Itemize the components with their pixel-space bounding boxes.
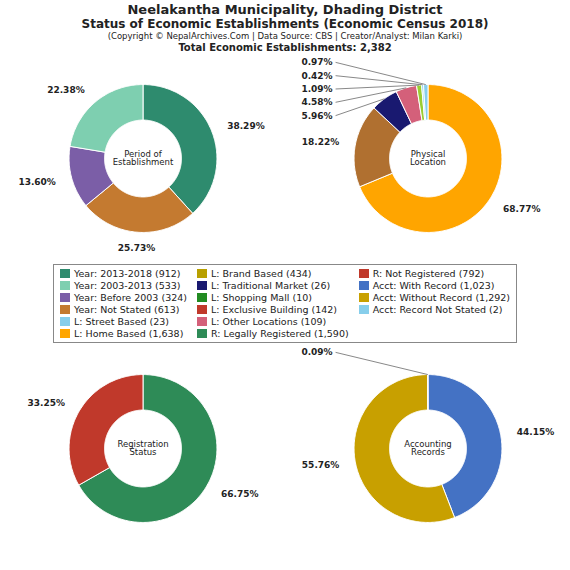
svg-text:38.29%: 38.29% bbox=[227, 121, 265, 131]
html-text:Acct: Record Not Stated (2): Acct: Record Not Stated (2) bbox=[372, 304, 503, 315]
html-text:Acct: With Record (1,023): Acct: With Record (1,023) bbox=[372, 280, 495, 291]
html-text:Acct: Without Record (1,292): Acct: Without Record (1,292) bbox=[372, 292, 510, 303]
html-text:Neelakantha Municipality, Dhad: Neelakantha Municipality, Dhading Distri… bbox=[127, 2, 443, 17]
svg-text:0.42%: 0.42% bbox=[301, 71, 332, 81]
html-text:Year: 2013-2018 (912): Year: 2013-2018 (912) bbox=[74, 268, 181, 279]
svg-text:4.58%: 4.58% bbox=[301, 97, 332, 107]
svg-text:66.75%: 66.75% bbox=[221, 489, 259, 499]
html-text:Year: 2003-2013 (533): Year: 2003-2013 (533) bbox=[74, 280, 181, 291]
html-text:R: Not Registered (792): R: Not Registered (792) bbox=[372, 268, 485, 279]
html-text:Year: Not Stated (613): Year: Not Stated (613) bbox=[74, 304, 180, 315]
html-text:L: Exclusive Building (142): L: Exclusive Building (142) bbox=[211, 304, 337, 315]
svg-text:44.15%: 44.15% bbox=[517, 427, 555, 437]
svg-text:55.76%: 55.76% bbox=[302, 460, 340, 470]
svg-text:13.60%: 13.60% bbox=[18, 177, 56, 187]
svg-text:Period ofEstablishment: Period ofEstablishment bbox=[113, 149, 174, 168]
html-text:(Copyright © NepalArchives.Com: (Copyright © NepalArchives.Com | Data So… bbox=[107, 30, 463, 41]
svg-text:1.09%: 1.09% bbox=[301, 84, 332, 94]
html-text:L: Other Locations (109): L: Other Locations (109) bbox=[211, 316, 327, 327]
svg-text:25.73%: 25.73% bbox=[118, 243, 156, 253]
svg-text:0.09%: 0.09% bbox=[301, 347, 332, 357]
html-text:Status of Economic Establishme: Status of Economic Establishments (Econo… bbox=[81, 16, 489, 31]
html-text:Total Economic Establishments:: Total Economic Establishments: 2,382 bbox=[178, 41, 392, 53]
svg-text:AccountingRecords: AccountingRecords bbox=[404, 439, 451, 458]
html-text:Year: Before 2003 (324): Year: Before 2003 (324) bbox=[74, 292, 187, 303]
html-text:L: Street Based (23): L: Street Based (23) bbox=[74, 316, 170, 327]
svg-text:RegistrationStatus: RegistrationStatus bbox=[117, 439, 168, 458]
html-text:L: Shopping Mall (10): L: Shopping Mall (10) bbox=[211, 292, 312, 303]
html-text:R: Legally Registered (1,590): R: Legally Registered (1,590) bbox=[211, 328, 349, 339]
html-text:L: Traditional Market (26): L: Traditional Market (26) bbox=[211, 280, 331, 291]
html-text:L: Home Based (1,638): L: Home Based (1,638) bbox=[74, 328, 184, 339]
svg-text:18.22%: 18.22% bbox=[302, 137, 340, 147]
html-text:L: Brand Based (434): L: Brand Based (434) bbox=[211, 268, 312, 279]
svg-text:22.38%: 22.38% bbox=[47, 85, 85, 95]
svg-text:PhysicalLocation: PhysicalLocation bbox=[410, 149, 446, 168]
svg-text:5.96%: 5.96% bbox=[301, 110, 332, 120]
svg-text:68.77%: 68.77% bbox=[503, 204, 541, 214]
svg-text:33.25%: 33.25% bbox=[27, 398, 65, 408]
svg-text:0.97%: 0.97% bbox=[301, 57, 332, 67]
